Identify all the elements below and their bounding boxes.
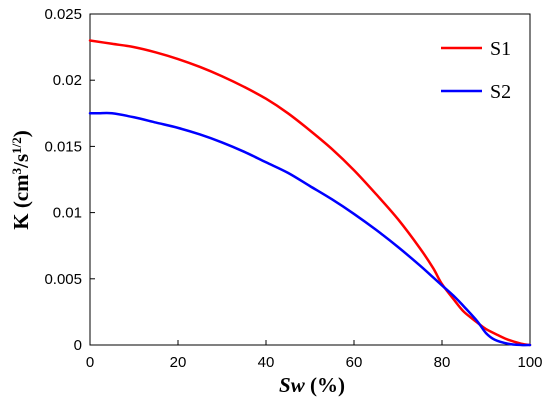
series-line-s1 — [88, 39, 532, 347]
x-tick-label: 20 — [170, 354, 187, 371]
x-tick-label: 40 — [258, 354, 275, 371]
x-axis-title-italic: Sw — [279, 373, 306, 397]
series-line-s2 — [88, 111, 532, 347]
x-axis-title: Sw (%) — [279, 373, 345, 397]
y-tick-label: 0.025 — [44, 6, 82, 23]
x-axis: 0 20 40 60 80 100 — [86, 340, 543, 371]
x-axis-title-unit: (%) — [305, 373, 345, 397]
y-axis-title: K (cm3/s1/2) — [9, 130, 34, 230]
y-axis-title-sup1: 3 — [9, 167, 24, 174]
series-lines — [88, 39, 532, 347]
y-axis: 0 0.005 0.01 0.015 0.02 0.025 — [44, 6, 95, 354]
x-tick-label: 80 — [434, 354, 451, 371]
y-tick-label: 0 — [74, 337, 82, 354]
y-axis-title-end: ) — [9, 130, 33, 137]
y-axis-title-base: K (cm — [9, 174, 33, 230]
y-tick-label: 0.02 — [53, 72, 82, 89]
y-axis-title-mid: /s — [9, 154, 33, 169]
y-tick-label: 0.01 — [53, 205, 82, 222]
x-tick-label: 100 — [517, 354, 542, 371]
y-tick-label: 0.005 — [44, 271, 82, 288]
x-tick-label: 60 — [346, 354, 363, 371]
y-tick-label: 0.015 — [44, 138, 82, 155]
plot-frame — [89, 13, 531, 346]
y-axis-title-sup2: 1/2 — [9, 137, 24, 154]
legend-label-s1: S1 — [490, 38, 511, 60]
x-tick-label: 0 — [86, 354, 94, 371]
legend: S1 S2 — [441, 38, 511, 103]
legend-label-s2: S2 — [490, 81, 511, 103]
